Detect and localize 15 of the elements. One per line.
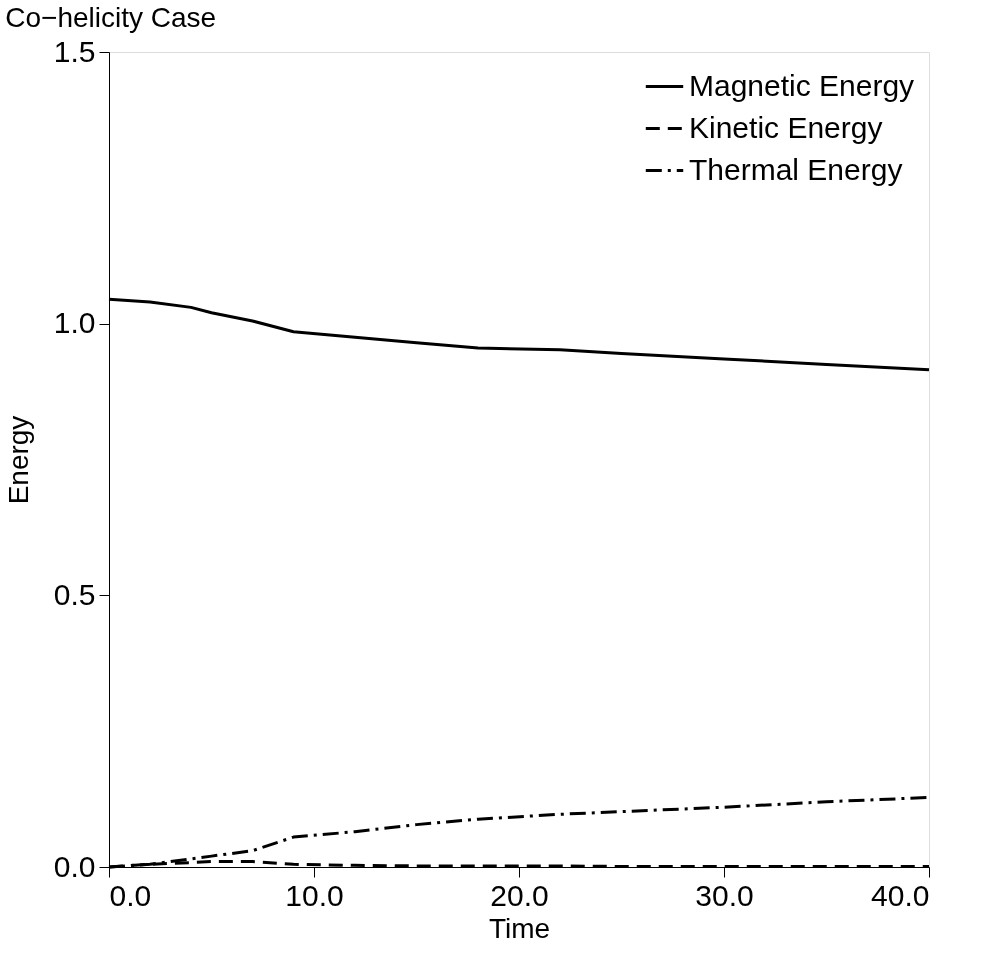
legend-label: Kinetic Energy	[689, 110, 883, 144]
legend-label: Magnetic Energy	[689, 68, 915, 102]
x-axis-title: Time	[488, 912, 551, 944]
chart-title: Co−helicity Case	[5, 2, 217, 33]
y-tick-label: 1.5	[53, 34, 96, 68]
y-tick-label: 1.0	[53, 306, 96, 340]
x-tick-label: 30.0	[695, 878, 754, 912]
x-tick-label: 20.0	[490, 878, 549, 912]
y-tick-label: 0.5	[53, 577, 96, 611]
y-tick-label: 0.0	[53, 849, 96, 883]
x-tick-label: 0.0	[109, 878, 152, 912]
legend-label: Thermal Energy	[689, 152, 903, 186]
y-axis-title: Energy	[2, 415, 34, 505]
x-tick-label: 40.0	[871, 878, 930, 912]
x-tick-label: 10.0	[285, 878, 344, 912]
